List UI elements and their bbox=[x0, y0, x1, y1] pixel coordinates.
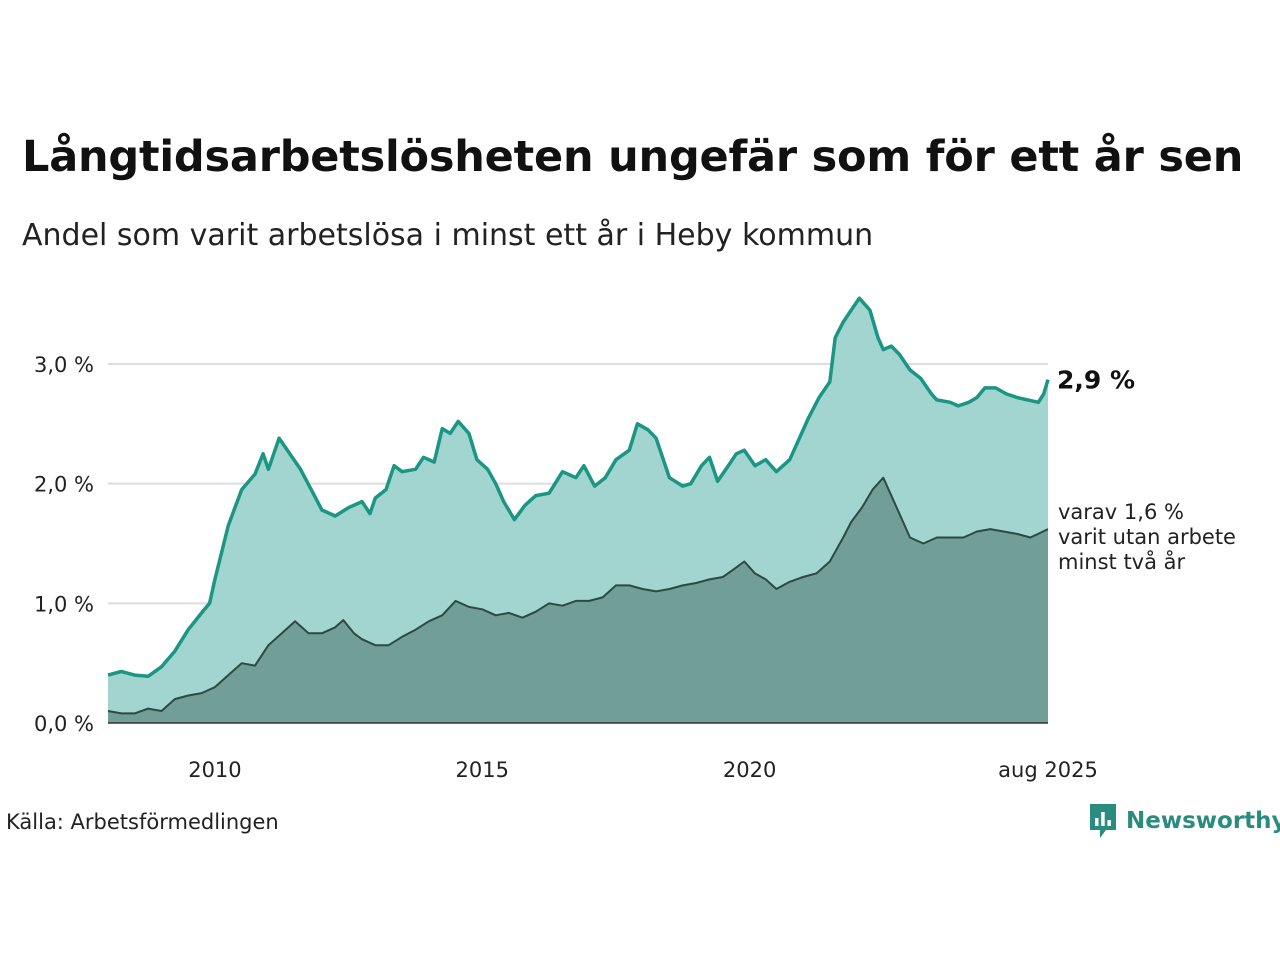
x-tick-label: 2010 bbox=[188, 758, 241, 782]
end-label-two-year-line: varav 1,6 % bbox=[1058, 500, 1184, 524]
end-label-two-year-line: varit utan arbete bbox=[1058, 525, 1236, 549]
area-two_year bbox=[108, 477, 1048, 723]
y-tick-label: 2,0 % bbox=[34, 473, 94, 497]
x-tick-label: 2020 bbox=[723, 758, 776, 782]
line-total bbox=[107, 296, 1050, 679]
chart-title: Långtidsarbetslösheten ungefär som för e… bbox=[22, 132, 1244, 182]
y-tick-label: 1,0 % bbox=[34, 592, 94, 616]
end-label-total: 2,9 % bbox=[1057, 366, 1135, 395]
x-tick-label: 2015 bbox=[456, 758, 509, 782]
chart-subtitle: Andel som varit arbetslösa i minst ett å… bbox=[22, 218, 874, 253]
line-two_year bbox=[107, 476, 1049, 715]
end-label-two-year-line: minst två år bbox=[1058, 549, 1186, 574]
brand-logo: Newsworthy bbox=[1088, 802, 1280, 840]
source-note: Källa: Arbetsförmedlingen bbox=[6, 810, 279, 834]
y-tick-label: 0,0 % bbox=[34, 712, 94, 736]
x-tick-label: aug 2025 bbox=[998, 758, 1098, 782]
brand-name: Newsworthy bbox=[1126, 808, 1280, 834]
newsworthy-logo-icon bbox=[1090, 804, 1116, 838]
y-tick-label: 3,0 % bbox=[34, 353, 94, 377]
